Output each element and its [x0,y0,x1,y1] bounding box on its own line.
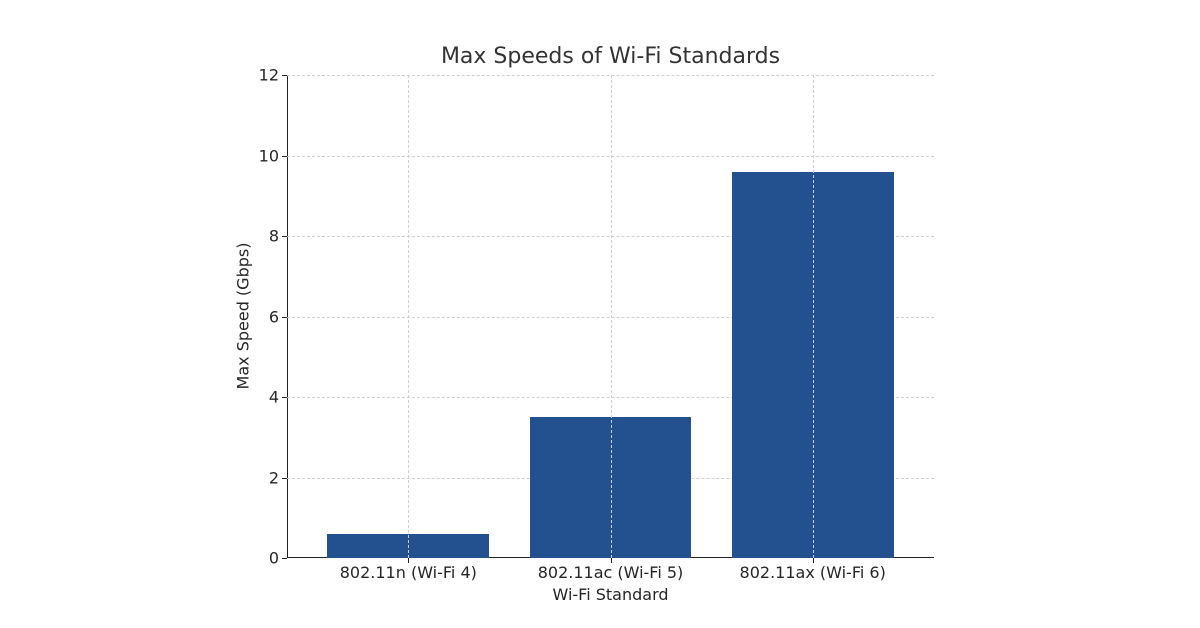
y-tick-mark [282,558,287,559]
x-tick-label: 802.11n (Wi-Fi 4) [339,563,477,582]
y-tick-mark [282,75,287,76]
y-tick-label: 6 [268,307,279,326]
y-tick-label: 0 [268,548,279,568]
y-tick-label: 10 [258,146,279,165]
y-axis-title: Max Speed (Gbps) [233,242,253,390]
y-tick-mark [282,397,287,398]
x-tick-label: 802.11ax (Wi-Fi 6) [739,563,886,582]
y-tick-mark [282,236,287,237]
x-tick-mark [408,558,410,563]
y-tick-label: 2 [268,468,279,487]
y-tick-label: 12 [258,65,279,85]
x-gridline [812,75,814,558]
x-tick-mark [610,558,612,563]
chart-title: Max Speeds of Wi-Fi Standards [440,44,781,69]
x-axis-title: Wi-Fi Standard [552,585,669,604]
y-tick-mark [282,477,287,479]
y-tick-label: 4 [268,387,279,407]
x-tick-mark [812,558,814,563]
y-tick-mark [282,316,287,318]
x-gridline [408,75,410,558]
x-tick-label: 802.11ac (Wi-Fi 5) [537,563,684,582]
y-tick-mark [282,155,287,157]
x-gridline [610,75,612,558]
plot-area: 0 2 4 6 8 10 12 802.11n (Wi-Fi 4) 802.11ac (Wi-F… [259,66,934,582]
y-tick-label: 8 [268,226,279,246]
